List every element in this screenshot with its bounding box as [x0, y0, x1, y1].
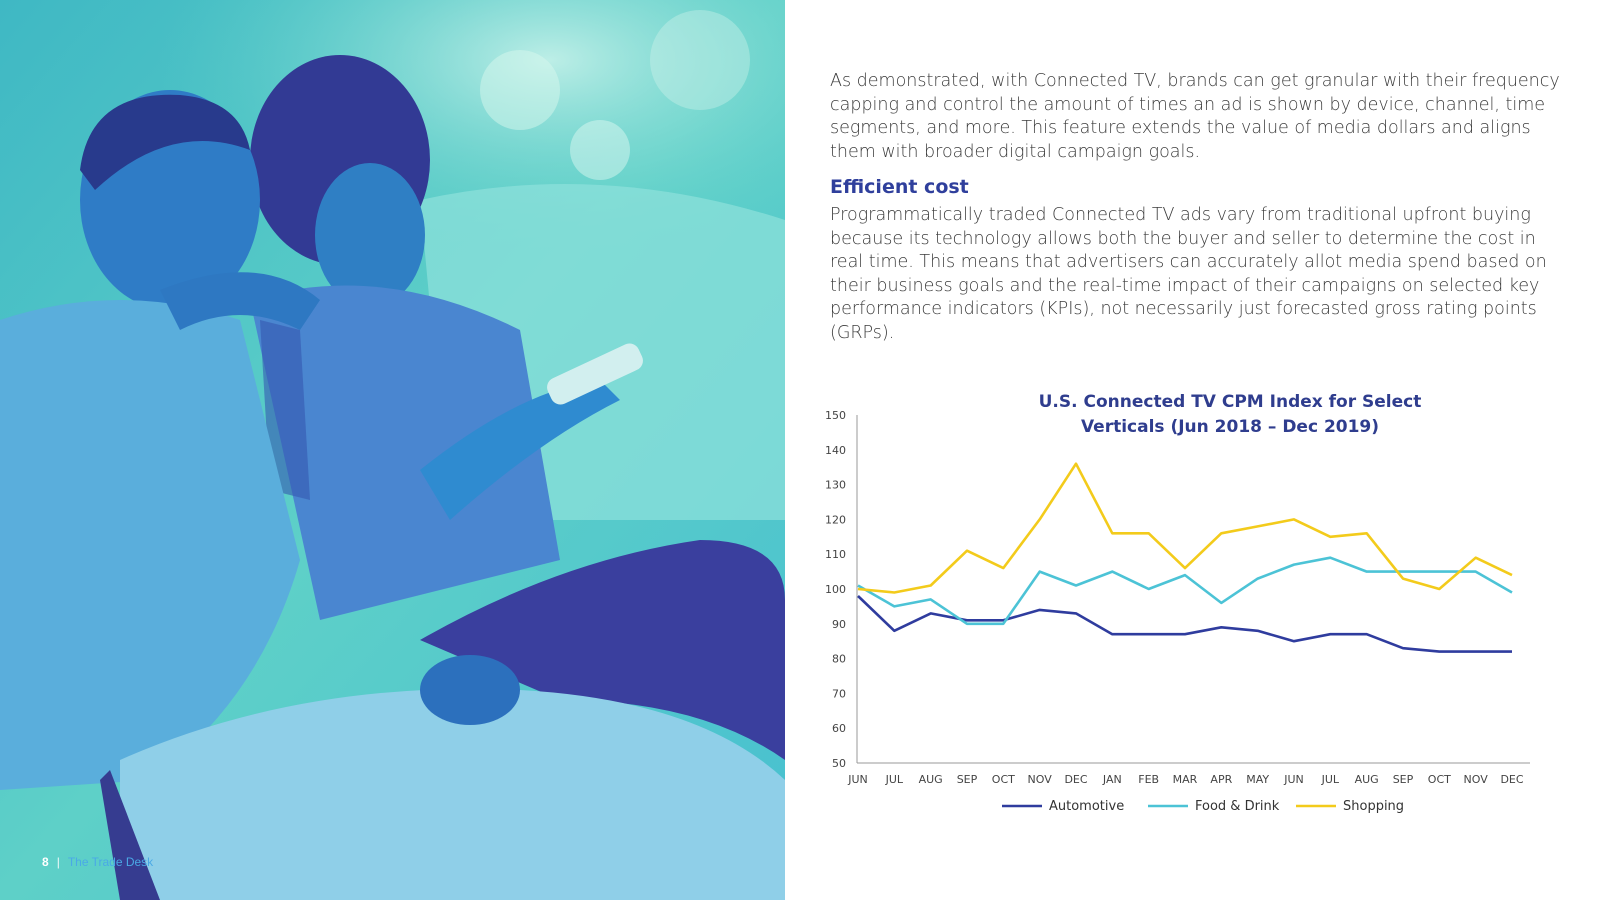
x-tick-label: JAN — [1102, 773, 1122, 786]
x-tick-label: JUL — [885, 773, 904, 786]
y-tick-label: 70 — [832, 687, 846, 700]
intro-paragraph: As demonstrated, with Connected TV, bran… — [830, 71, 1560, 162]
y-tick-label: 100 — [825, 583, 846, 596]
text-content: As demonstrated, with Connected TV, bran… — [830, 70, 1560, 345]
cpm-index-chart: U.S. Connected TV CPM Index for Select V… — [820, 385, 1580, 835]
x-tick-label: DEC — [1500, 773, 1523, 786]
section-body: Programmatically traded Connected TV ads… — [830, 205, 1547, 343]
legend-label-automotive: Automotive — [1049, 799, 1124, 814]
x-tick-label: NOV — [1028, 773, 1053, 786]
x-tick-label: JUL — [1321, 773, 1340, 786]
y-tick-label: 150 — [825, 409, 846, 422]
x-tick-label: AUG — [919, 773, 943, 786]
y-tick-label: 120 — [825, 513, 846, 526]
legend-label-food-drink: Food & Drink — [1195, 799, 1280, 814]
legend-label-shopping: Shopping — [1343, 799, 1404, 814]
x-tick-label: FEB — [1138, 773, 1159, 786]
chart-canvas: U.S. Connected TV CPM Index for Select V… — [825, 392, 1530, 814]
footer-separator: | — [56, 855, 60, 869]
x-tick-label: AUG — [1355, 773, 1379, 786]
x-tick-label: SEP — [957, 773, 978, 786]
series-line-automotive — [857, 595, 1512, 653]
chart-title-line-1: U.S. Connected TV CPM Index for Select — [1039, 392, 1422, 412]
hero-photo — [0, 0, 785, 900]
x-tick-label: APR — [1210, 773, 1232, 786]
y-tick-label: 50 — [832, 757, 846, 770]
x-tick-label: NOV — [1464, 773, 1489, 786]
y-tick-label: 80 — [832, 653, 846, 666]
x-tick-label: JUN — [1283, 773, 1304, 786]
series-line-shopping — [857, 462, 1513, 594]
y-tick-label: 130 — [825, 479, 846, 492]
y-tick-label: 110 — [825, 548, 846, 561]
x-tick-label: OCT — [1428, 773, 1451, 786]
footer-brand: The Trade Desk — [67, 855, 154, 869]
section-heading: Efficient cost — [830, 176, 969, 198]
x-tick-label: SEP — [1393, 773, 1414, 786]
x-tick-label: MAY — [1246, 773, 1269, 786]
y-tick-label: 90 — [832, 618, 846, 631]
x-tick-label: OCT — [992, 773, 1015, 786]
page-number: 8 — [42, 855, 49, 869]
page-footer: 8 | The Trade Desk — [42, 855, 153, 869]
y-tick-label: 140 — [825, 444, 846, 457]
x-tick-label: JUN — [847, 773, 868, 786]
chart-title-line-2: Verticals (Jun 2018 – Dec 2019) — [1081, 417, 1379, 437]
x-tick-label: MAR — [1173, 773, 1198, 786]
series-line-food-drink — [857, 556, 1513, 626]
y-tick-label: 60 — [832, 722, 846, 735]
x-tick-label: DEC — [1064, 773, 1087, 786]
